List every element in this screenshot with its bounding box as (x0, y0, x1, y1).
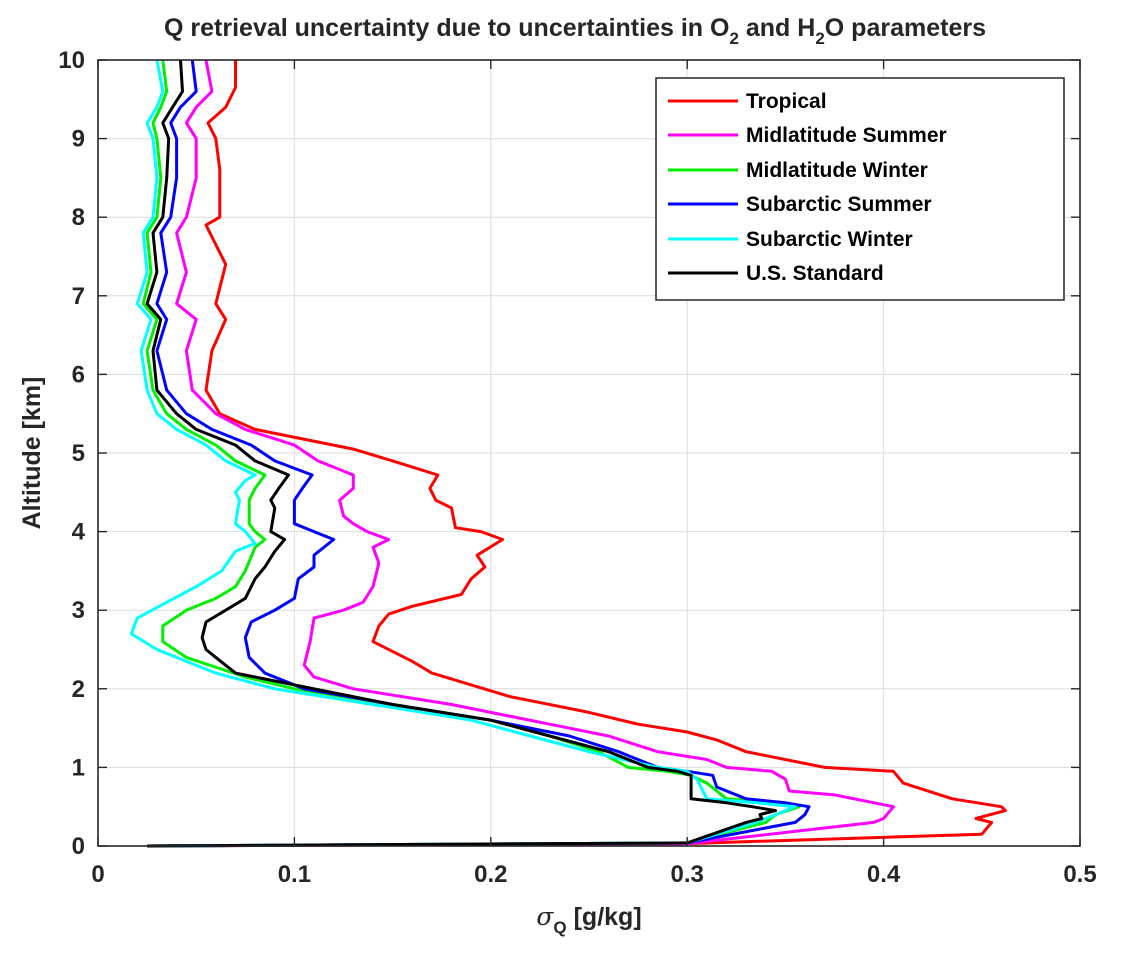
y-tick-label: 8 (72, 204, 85, 231)
y-tick-label: 5 (72, 440, 85, 467)
y-axis-label: Altitude [km] (18, 377, 46, 530)
grid-lines (97, 59, 1081, 847)
legend-label: Midlatitude Winter (746, 159, 928, 182)
x-tick-label: 0 (91, 861, 104, 888)
legend-label: U.S. Standard (746, 262, 884, 285)
legend-entry: U.S. Standard (668, 262, 884, 285)
y-tick-label: 7 (72, 283, 85, 310)
series-line-tropical (147, 60, 1007, 848)
legend: Tropical Midlatitude Summer Midlatitude … (655, 77, 1065, 301)
x-tick-label: 0.2 (474, 861, 507, 888)
x-tick-label: 0.3 (671, 861, 704, 888)
y-tick-label: 2 (72, 676, 85, 703)
x-axis: 0 0.1 0.2 0.3 0.4 0.5 σQ [g/kg] (91, 861, 1096, 937)
series-line-subarctic-summer (147, 59, 811, 848)
legend-entry: Midlatitude Summer (668, 124, 947, 147)
y-tick-label: 0 (72, 833, 85, 860)
x-tick-label: 0.4 (867, 861, 901, 888)
series-line-midlatitude-summer (147, 59, 895, 848)
y-axis: 0 1 2 3 4 5 6 7 8 9 10 Altitude [km] (18, 47, 86, 860)
chart-title: Q retrieval uncertainty due to uncertain… (164, 14, 986, 48)
x-axis-label: σQ [g/kg] (536, 902, 641, 937)
x-tick-label: 0.5 (1063, 861, 1096, 888)
legend-label: Subarctic Summer (746, 193, 932, 216)
y-tick-label: 9 (72, 126, 85, 153)
tick-marks (97, 59, 1081, 847)
legend-label: Tropical (746, 90, 827, 113)
series-lines (129, 59, 1007, 848)
legend-label: Subarctic Winter (746, 228, 913, 251)
y-tick-label: 6 (72, 361, 85, 388)
x-tick-label: 0.1 (278, 861, 311, 888)
legend-entry: Subarctic Summer (668, 193, 932, 216)
legend-entry: Subarctic Winter (668, 228, 913, 251)
y-tick-label: 1 (72, 754, 85, 781)
y-tick-label: 3 (72, 597, 85, 624)
legend-box (655, 77, 1065, 301)
y-tick-label: 4 (72, 519, 86, 546)
legend-entry: Midlatitude Winter (668, 159, 928, 182)
legend-label: Midlatitude Summer (746, 124, 947, 147)
legend-entry: Tropical (668, 90, 827, 113)
y-tick-label: 10 (58, 47, 85, 74)
series-line-u-s-standard (145, 59, 778, 848)
